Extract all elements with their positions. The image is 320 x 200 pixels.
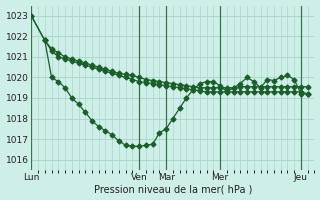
X-axis label: Pression niveau de la mer( hPa ): Pression niveau de la mer( hPa ) bbox=[94, 184, 252, 194]
